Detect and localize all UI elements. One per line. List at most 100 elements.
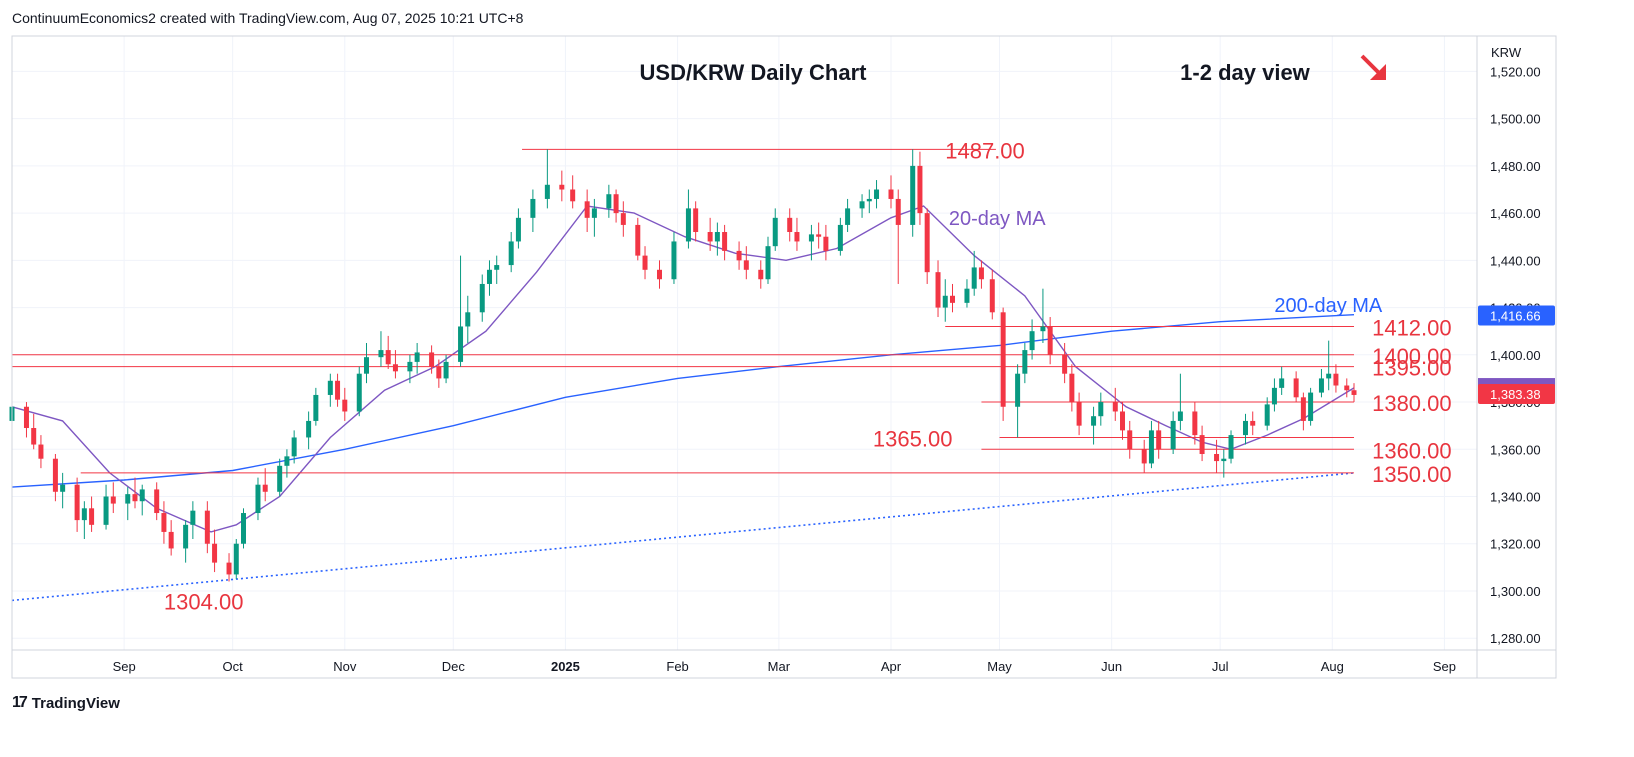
candle [530, 189, 536, 233]
candle-body [465, 312, 471, 327]
candle-body [544, 184, 550, 199]
candle-body [620, 213, 626, 225]
chart-subtitle: 1-2 day view [1180, 60, 1311, 85]
candle-body [635, 224, 641, 256]
candle-body [494, 265, 500, 270]
candle [743, 246, 749, 280]
candle [139, 484, 145, 516]
candle [1242, 413, 1248, 445]
last-price-tag-bg [1478, 384, 1555, 405]
candle [154, 482, 160, 521]
candle [935, 260, 941, 318]
y-tick-label: 1,520.00 [1490, 64, 1541, 79]
candle-body [1076, 402, 1082, 426]
candle-body [530, 198, 536, 218]
candle-body [183, 524, 189, 549]
tradingview-mark-icon: 17 [12, 694, 28, 711]
x-tick-label: Oct [223, 659, 244, 674]
candle [1112, 387, 1118, 421]
candle [570, 175, 576, 209]
candle-body [1293, 378, 1299, 398]
candle [89, 496, 95, 532]
support-resistance-levels [12, 148, 1355, 474]
candle [443, 354, 449, 384]
candle-body [89, 508, 95, 525]
candle [736, 241, 742, 270]
candle [584, 189, 590, 233]
candle [378, 331, 384, 367]
candle-body [226, 562, 232, 575]
candle [1156, 420, 1162, 459]
level-label: 1395.00 [1372, 356, 1452, 381]
candle-body [1177, 411, 1183, 421]
last-price-tag-text: 1,383.38 [1490, 387, 1541, 402]
candle-body [989, 279, 995, 313]
candle [363, 343, 369, 384]
candle [125, 487, 131, 521]
candle [356, 366, 362, 417]
candle [559, 170, 565, 202]
candle [1127, 420, 1133, 459]
x-tick-label: Aug [1321, 659, 1344, 674]
candle-body [277, 465, 283, 492]
candle-body [1271, 387, 1277, 405]
y-tick-label: 1,480.00 [1490, 159, 1541, 174]
candle-body [1326, 373, 1332, 379]
candle [204, 501, 210, 554]
candle-body [707, 232, 713, 242]
ma200-price-tag-bg [1478, 305, 1555, 326]
level-label: 1365.00 [873, 426, 953, 451]
candle-body [52, 458, 58, 492]
candle [277, 458, 283, 497]
candle-body [1127, 430, 1133, 450]
x-tick-label: Nov [333, 659, 357, 674]
candle [284, 449, 290, 478]
candle [38, 435, 44, 469]
candle-body [154, 489, 160, 514]
y-tick-label: 1,320.00 [1490, 537, 1541, 552]
candle-body [714, 232, 720, 242]
y-tick-label: 1,440.00 [1490, 253, 1541, 268]
tradingview-brand: TradingView [31, 694, 120, 712]
y-tick-label: 1,340.00 [1490, 490, 1541, 505]
level-label: 1487.00 [945, 138, 1025, 163]
tradingview-logo[interactable]: 17 TradingView [12, 694, 120, 712]
candle [845, 198, 851, 233]
candle-body [758, 269, 764, 280]
candle-body [1120, 411, 1126, 431]
candle-body [429, 352, 435, 367]
candle-body [606, 194, 612, 209]
x-tick-label: 2025 [551, 659, 580, 674]
candle-body [722, 232, 728, 251]
candle-body [866, 198, 872, 202]
candle [327, 373, 333, 407]
candle [110, 482, 116, 514]
candle [1192, 402, 1198, 445]
candle [910, 149, 916, 237]
candle-body [342, 399, 348, 412]
candle-body [1250, 420, 1256, 426]
candle [794, 217, 800, 251]
candle-body [1069, 373, 1075, 403]
candle [1351, 383, 1357, 403]
y-tick-label: 1,360.00 [1490, 442, 1541, 457]
candle-body [978, 267, 984, 280]
arrow-head [1370, 64, 1386, 80]
candle-body [1047, 326, 1053, 355]
candle-body [1264, 404, 1270, 426]
candle-body [1170, 420, 1176, 450]
candle [161, 501, 167, 544]
candle-body [1228, 435, 1234, 459]
currency-label: KRW [1491, 45, 1522, 60]
candle [335, 373, 341, 407]
candle [1344, 378, 1350, 398]
candle [772, 208, 778, 251]
trendline-support [11, 472, 1355, 602]
candle [23, 402, 29, 438]
candle-body [233, 543, 239, 575]
candle-body [584, 201, 590, 218]
candle [707, 217, 713, 251]
candle [1076, 392, 1082, 436]
outer-frame [11, 35, 1557, 679]
